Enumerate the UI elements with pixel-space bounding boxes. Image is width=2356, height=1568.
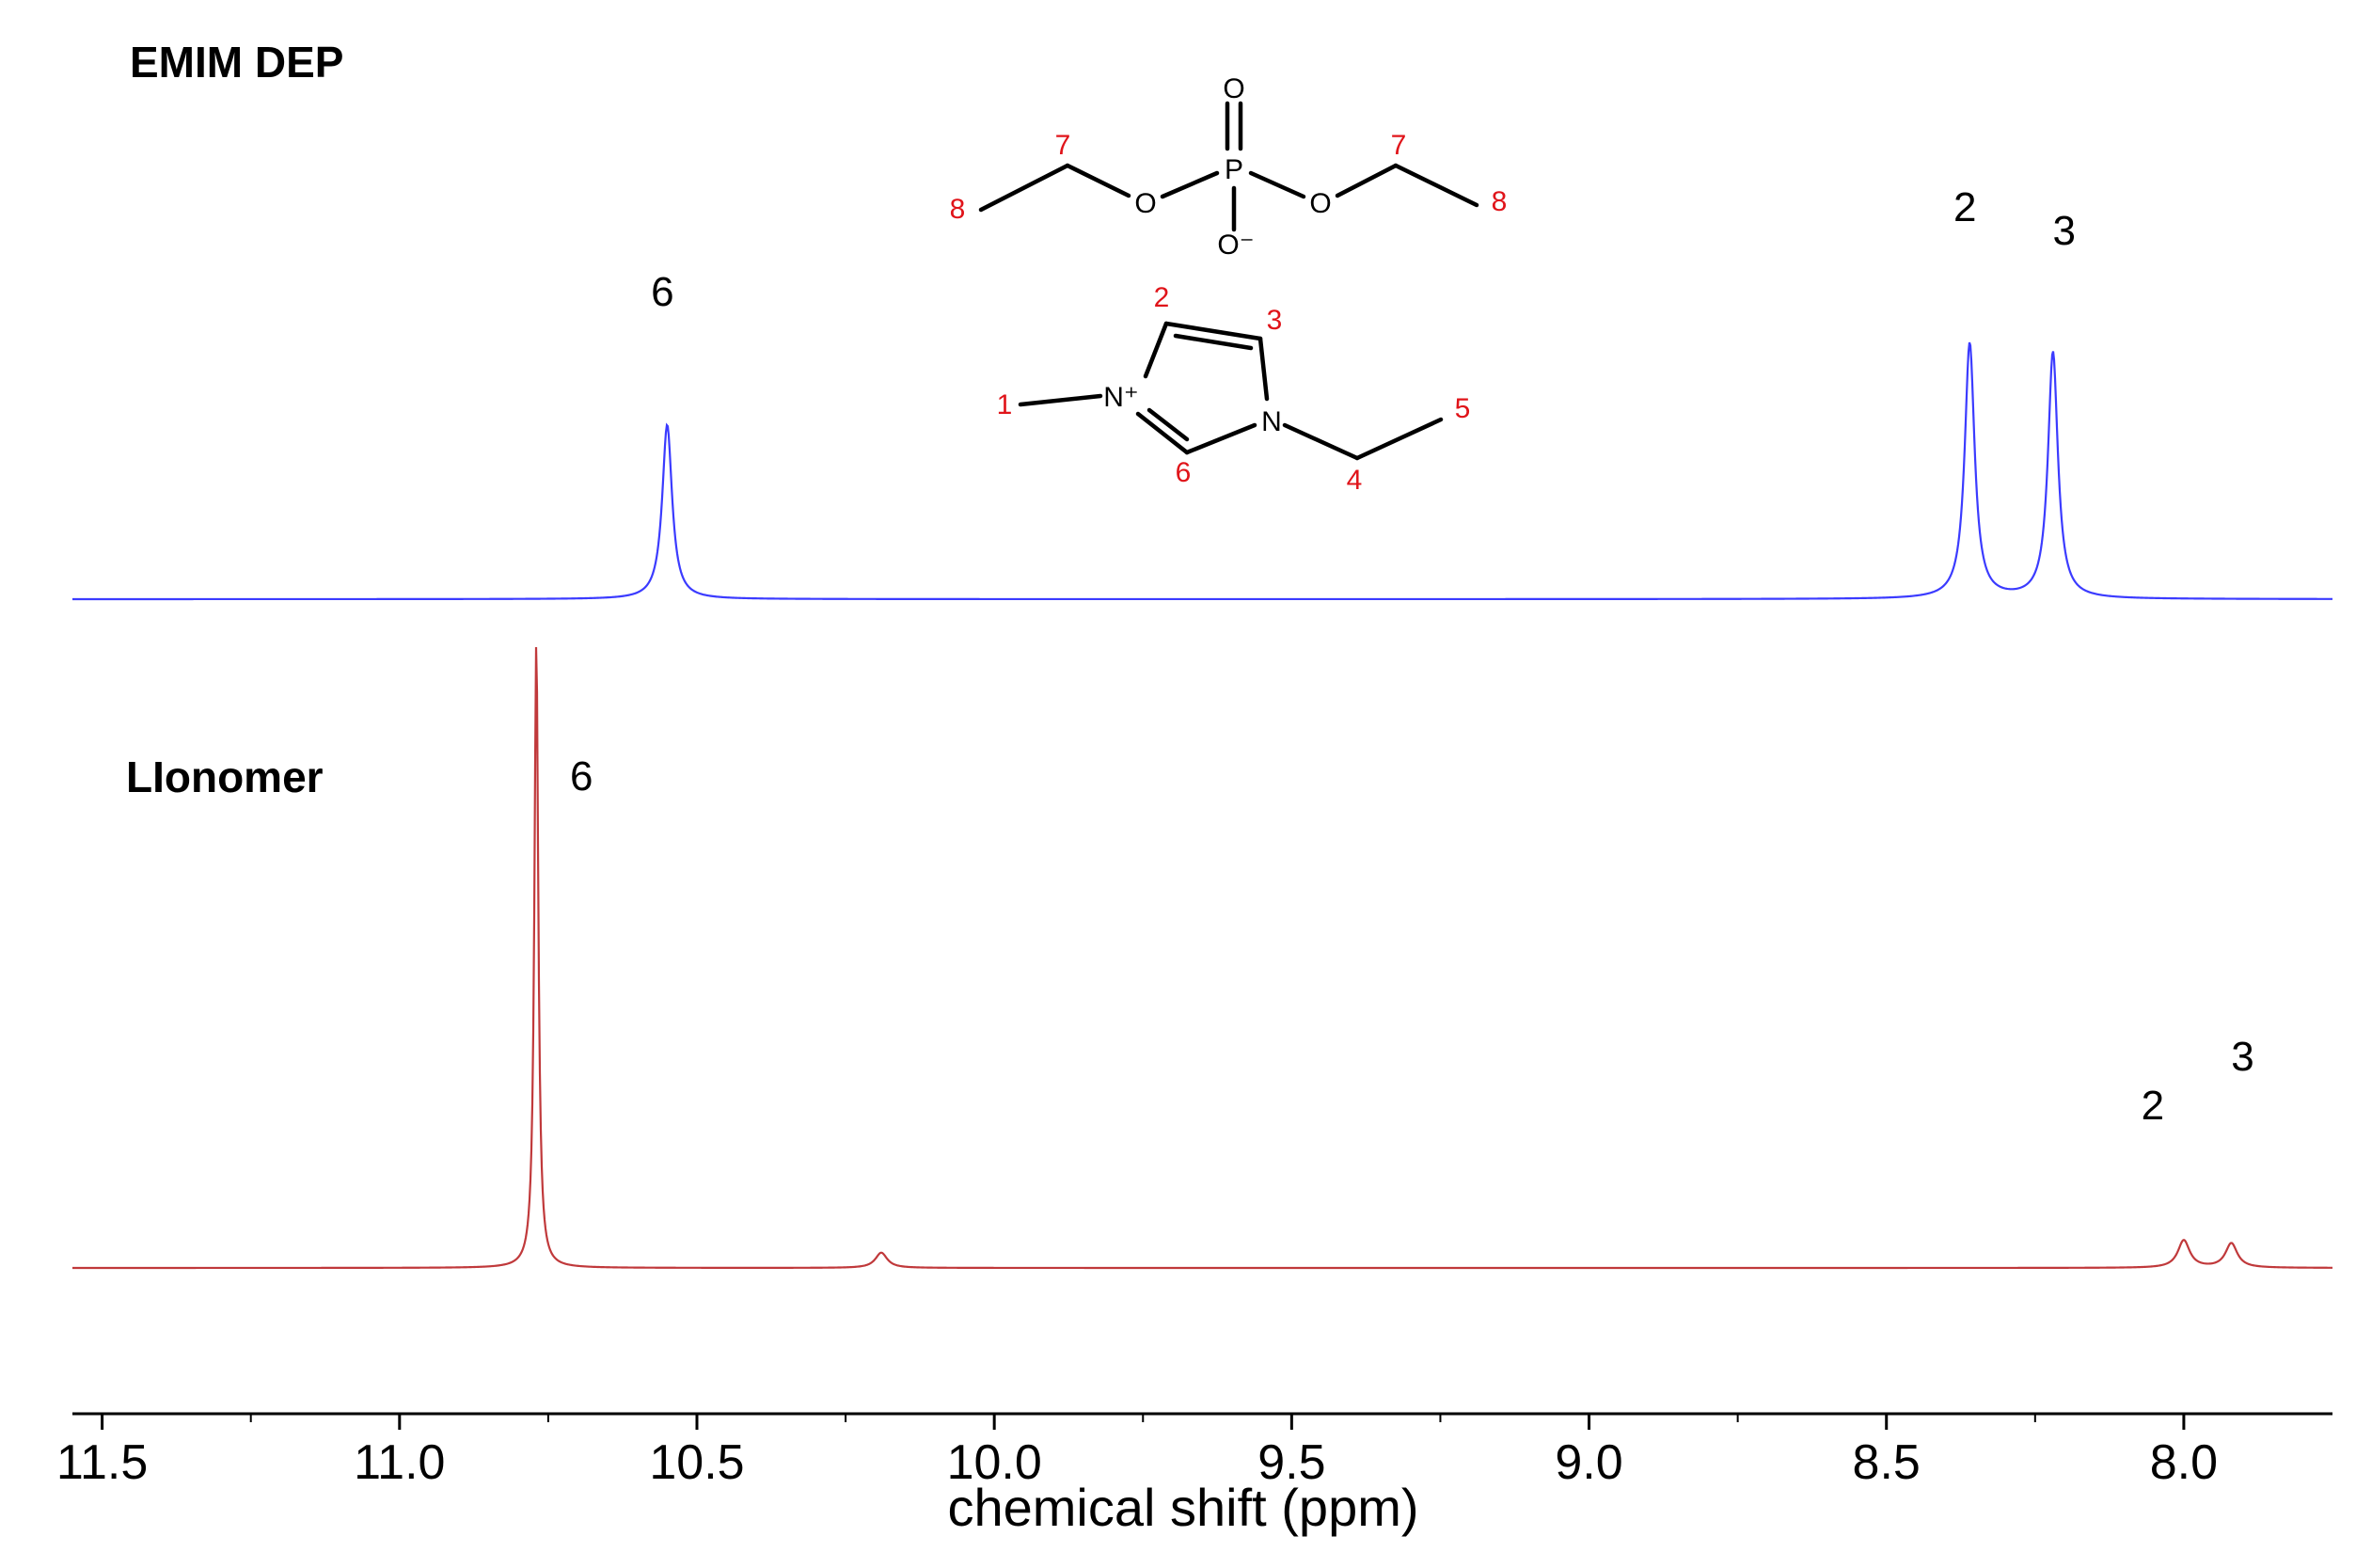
x-tick-label: 10.0 bbox=[947, 1435, 1042, 1490]
atom-number-7-left: 7 bbox=[1055, 130, 1071, 161]
bond bbox=[1143, 321, 1169, 379]
bond bbox=[1335, 163, 1399, 198]
x-axis bbox=[72, 1412, 2332, 1430]
spectrum-line-lionomer bbox=[72, 647, 2332, 1270]
x-tick-label: 10.5 bbox=[649, 1435, 744, 1490]
atom-number-7-right: 7 bbox=[1391, 130, 1407, 161]
structure-anion: O P O O O⁻ 8 7 7 8 bbox=[950, 73, 1508, 261]
series-title-lionomer: LIonomer bbox=[126, 752, 324, 801]
x-tick-label: 9.0 bbox=[1555, 1435, 1622, 1490]
atom-number-4: 4 bbox=[1347, 465, 1363, 496]
atom-n-plus: N⁺ bbox=[1103, 382, 1139, 413]
bond bbox=[1393, 163, 1479, 208]
bond bbox=[1135, 411, 1190, 455]
x-tick-label: 9.5 bbox=[1257, 1435, 1325, 1490]
bond bbox=[1248, 170, 1306, 199]
bond bbox=[978, 163, 1070, 213]
x-tick-label: 11.0 bbox=[354, 1435, 445, 1490]
atom-number-1: 1 bbox=[997, 389, 1013, 420]
x-tick-label: 11.5 bbox=[56, 1435, 148, 1490]
atom-number-2: 2 bbox=[1154, 282, 1170, 313]
atom-oxygen-left: O bbox=[1134, 188, 1156, 219]
peak-label: 3 bbox=[2053, 208, 2076, 254]
atom-oxygen-top: O bbox=[1223, 73, 1244, 104]
series-title-emim-dep: EMIM DEP bbox=[130, 38, 343, 87]
structure-cation: N⁺ N 1 2 3 4 5 6 bbox=[997, 282, 1471, 496]
bond bbox=[1173, 333, 1254, 351]
atom-number-5: 5 bbox=[1455, 393, 1471, 424]
atom-oxygen-minus: O⁻ bbox=[1217, 230, 1254, 261]
atom-oxygen-right: O bbox=[1309, 188, 1331, 219]
x-tick-label: 8.5 bbox=[1853, 1435, 1921, 1490]
atom-number-6: 6 bbox=[1176, 457, 1192, 488]
x-tick-label: 8.0 bbox=[2150, 1435, 2218, 1490]
atom-phosphorus: P bbox=[1225, 154, 1243, 185]
atom-number-8-right: 8 bbox=[1492, 186, 1508, 217]
bond bbox=[1018, 393, 1103, 407]
bond bbox=[1354, 417, 1444, 461]
bond bbox=[1184, 422, 1257, 455]
bond bbox=[1282, 422, 1360, 461]
atom-number-3: 3 bbox=[1267, 305, 1283, 336]
atom-number-8-left: 8 bbox=[950, 194, 966, 225]
peak-label: 2 bbox=[2142, 1083, 2164, 1129]
atom-n: N bbox=[1261, 406, 1282, 437]
bond bbox=[1257, 336, 1270, 402]
peak-label: 3 bbox=[2231, 1034, 2253, 1080]
peak-label: 6 bbox=[651, 269, 673, 315]
bond bbox=[1146, 407, 1190, 442]
spectrum-line-emim-dep bbox=[72, 341, 2333, 601]
peak-labels-group: 6 2 3 6 2 3 bbox=[570, 184, 2254, 1129]
peak-label: 6 bbox=[570, 753, 593, 800]
bond bbox=[1160, 170, 1220, 199]
bond bbox=[1163, 321, 1263, 341]
bond bbox=[1065, 163, 1131, 198]
spectra-group bbox=[72, 341, 2333, 1270]
peak-label: 2 bbox=[1953, 184, 1976, 230]
x-axis-title: chemical shift (ppm) bbox=[947, 1478, 1418, 1537]
